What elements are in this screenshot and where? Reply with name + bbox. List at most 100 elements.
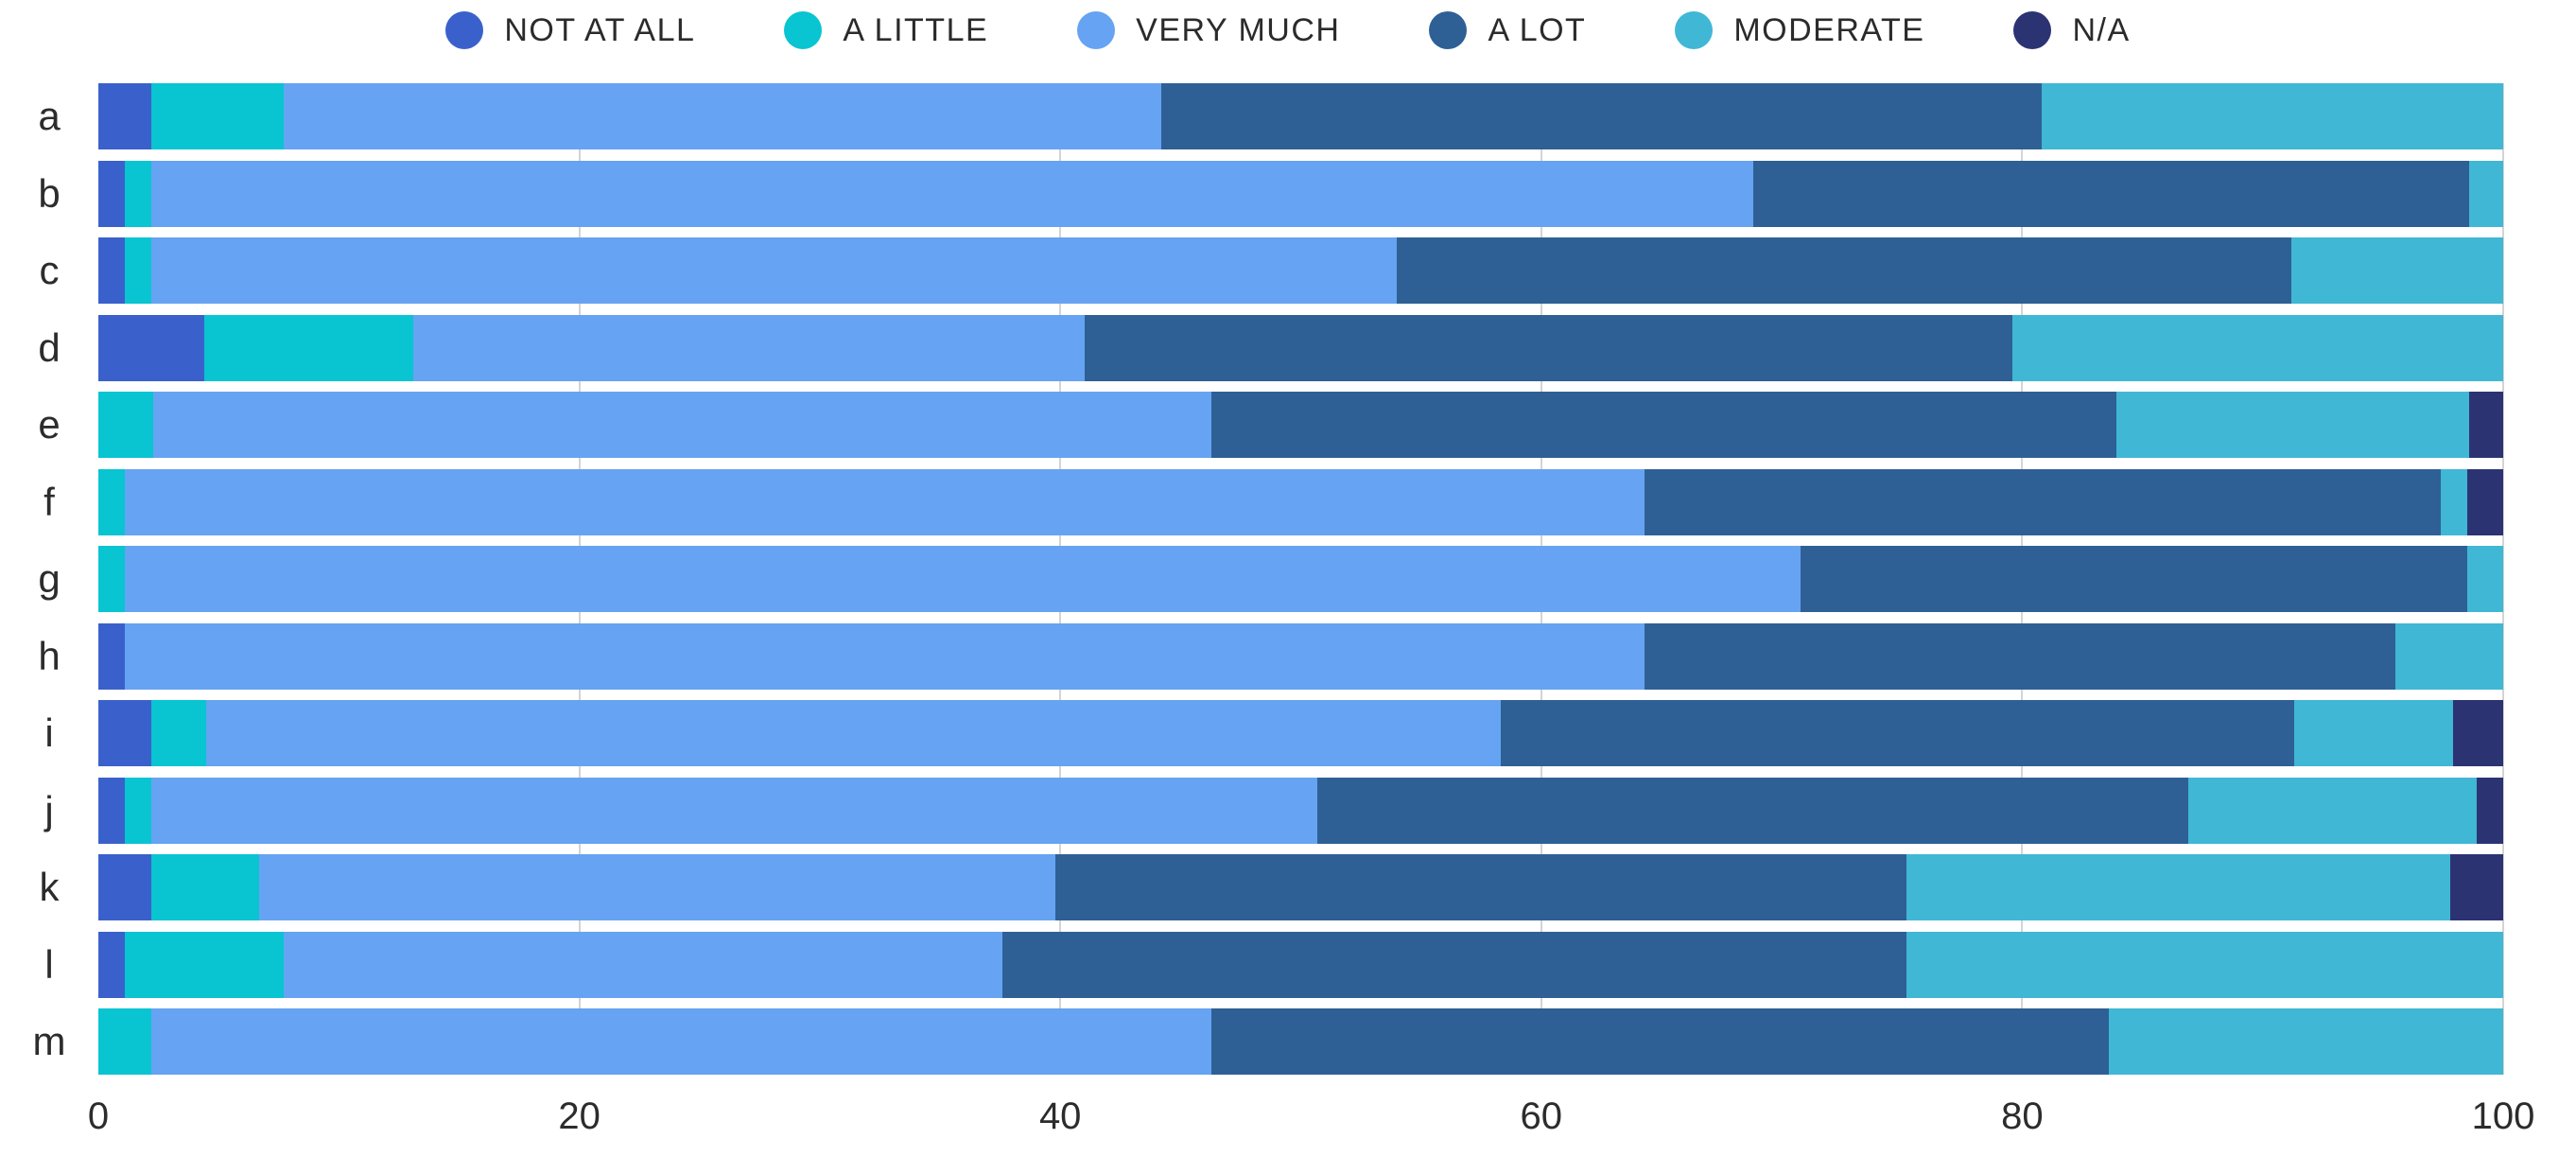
segment-k-a-lot — [1055, 854, 1907, 920]
segment-c-a-little — [124, 237, 151, 304]
segment-i-n-a — [2452, 700, 2503, 766]
legend-label: A LOT — [1488, 11, 1587, 48]
segment-a-very-much — [283, 83, 1161, 149]
segment-m-a-lot — [1211, 1008, 2109, 1075]
segment-m-a-little — [98, 1008, 151, 1075]
segment-a-moderate — [2041, 83, 2503, 149]
category-label-g: g — [38, 556, 61, 601]
bar-row-j: j — [44, 777, 2503, 844]
legend-label: N/A — [2072, 11, 2131, 48]
category-label-j: j — [44, 787, 54, 832]
segment-i-moderate — [2293, 700, 2453, 766]
x-tick-label-80: 80 — [2001, 1095, 2044, 1137]
legend-item-a-lot[interactable]: A LOT — [1429, 11, 1586, 49]
category-label-a: a — [38, 94, 61, 138]
segment-d-not-at-all — [98, 314, 204, 381]
segment-f-very-much — [124, 468, 1645, 535]
category-label-d: d — [38, 324, 61, 370]
segment-d-moderate — [2012, 314, 2503, 381]
segment-l-a-little — [124, 931, 284, 998]
segment-j-not-at-all — [98, 777, 125, 844]
segment-l-not-at-all — [98, 931, 125, 998]
segment-l-moderate — [1906, 931, 2503, 998]
category-label-l: l — [44, 941, 54, 987]
segment-i-very-much — [206, 700, 1501, 766]
segment-g-a-little — [98, 546, 125, 612]
segment-a-a-little — [150, 83, 284, 149]
segment-b-moderate — [2469, 160, 2503, 227]
category-label-e: e — [38, 402, 61, 447]
bar-row-c: c — [40, 237, 2503, 304]
segment-i-a-little — [150, 700, 207, 766]
segment-e-a-lot — [1211, 392, 2116, 458]
bar-row-m: m — [33, 1008, 2503, 1075]
gridline-100 — [2502, 83, 2504, 1075]
segment-f-a-little — [98, 468, 125, 535]
category-label-f: f — [44, 479, 55, 524]
legend-label: MODERATE — [1733, 11, 1925, 48]
segment-j-a-little — [124, 777, 151, 844]
category-label-m: m — [32, 1019, 66, 1063]
segment-l-very-much — [283, 931, 1003, 998]
bar-row-l: l — [44, 931, 2503, 998]
legend-swatch-icon — [2013, 11, 2052, 49]
segment-a-a-lot — [1160, 83, 2042, 149]
category-label-h: h — [38, 633, 61, 678]
bar-row-f: f — [44, 468, 2503, 535]
legend-swatch-icon — [1429, 11, 1468, 49]
segment-k-moderate — [1906, 854, 2450, 920]
segment-d-a-little — [203, 314, 414, 381]
segment-k-not-at-all — [98, 854, 151, 920]
segment-e-n-a — [2469, 392, 2503, 458]
segment-j-n-a — [2477, 777, 2503, 844]
segment-e-moderate — [2115, 392, 2470, 458]
legend-label: NOT AT ALL — [504, 11, 696, 48]
legend-item-n-a[interactable]: N/A — [2013, 11, 2130, 49]
x-axis: 0 20 40 60 80 100 — [88, 1075, 2535, 1150]
segment-b-a-little — [124, 160, 151, 227]
segment-k-a-little — [150, 854, 260, 920]
bar-row-h: h — [38, 622, 2503, 690]
segment-i-not-at-all — [98, 700, 151, 766]
x-tick-label-60: 60 — [1520, 1095, 1563, 1137]
segment-f-moderate — [2440, 468, 2467, 535]
segment-c-moderate — [2291, 237, 2503, 304]
legend-swatch-icon — [1675, 11, 1714, 49]
legend-swatch-icon — [445, 11, 484, 49]
x-tick-label-0: 0 — [87, 1095, 110, 1137]
bar-row-g: g — [38, 546, 2503, 612]
segment-m-moderate — [2108, 1008, 2503, 1075]
bar-row-d: d — [38, 314, 2503, 381]
legend-item-not-at-all[interactable]: NOT AT ALL — [445, 11, 695, 49]
chart-legend: NOT AT ALL A LITTLE VERY MUCH A LOT MODERATE… — [0, 0, 2576, 61]
legend-item-very-much[interactable]: VERY MUCH — [1077, 11, 1340, 49]
bar-row-b: b — [38, 160, 2503, 227]
legend-swatch-icon — [1077, 11, 1116, 49]
legend-swatch-icon — [784, 11, 823, 49]
segment-m-very-much — [150, 1008, 1212, 1075]
segment-i-a-lot — [1500, 700, 2294, 766]
category-label-i: i — [44, 710, 54, 755]
segment-k-very-much — [259, 854, 1056, 920]
legend-item-a-little[interactable]: A LITTLE — [784, 11, 988, 49]
segment-c-a-lot — [1397, 237, 2292, 304]
segment-f-n-a — [2466, 468, 2503, 535]
segment-h-not-at-all — [98, 622, 125, 690]
segment-g-moderate — [2466, 546, 2503, 612]
segment-g-a-lot — [1801, 546, 2467, 612]
segment-b-a-lot — [1752, 160, 2470, 227]
segment-l-a-lot — [1002, 931, 1907, 998]
category-label-k: k — [39, 865, 60, 909]
bar-row-i: i — [44, 700, 2503, 766]
legend-label: VERY MUCH — [1136, 11, 1341, 48]
x-tick-label-100: 100 — [2471, 1095, 2535, 1137]
x-tick-label-40: 40 — [1038, 1095, 1082, 1137]
segment-h-moderate — [2394, 622, 2503, 690]
legend-item-moderate[interactable]: MODERATE — [1675, 11, 1924, 49]
category-label-c: c — [39, 248, 60, 292]
segment-j-moderate — [2187, 777, 2477, 844]
segment-b-not-at-all — [98, 160, 125, 227]
segment-k-n-a — [2450, 854, 2503, 920]
